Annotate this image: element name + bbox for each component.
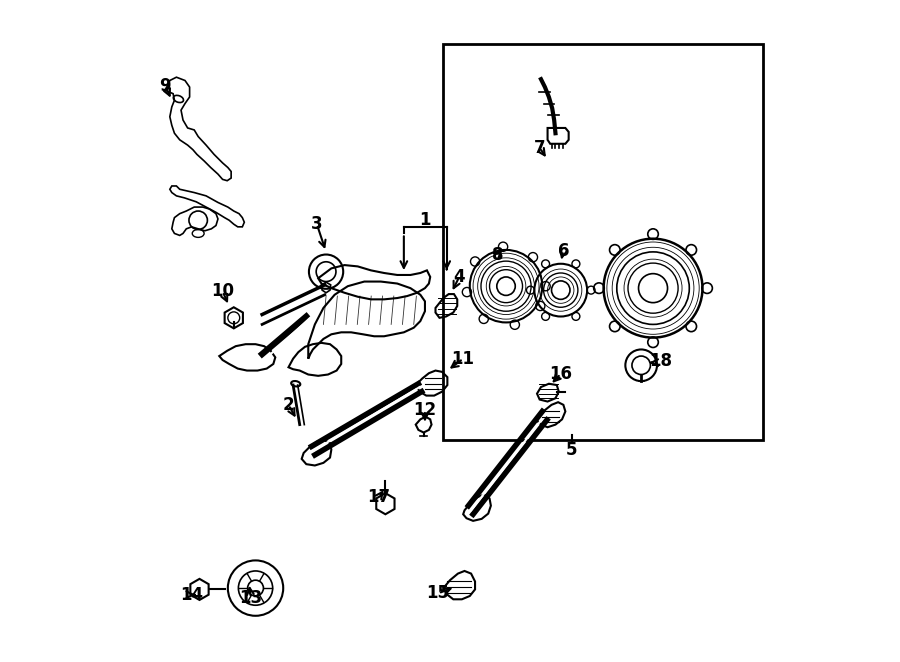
Text: 2: 2 xyxy=(283,396,294,414)
Text: 9: 9 xyxy=(159,77,171,95)
Text: 17: 17 xyxy=(367,488,391,506)
Text: 3: 3 xyxy=(311,215,322,233)
Text: 10: 10 xyxy=(212,283,234,301)
Text: 6: 6 xyxy=(558,242,569,260)
Bar xyxy=(444,44,763,440)
Text: 7: 7 xyxy=(534,139,545,157)
Text: 15: 15 xyxy=(427,585,450,602)
Text: 16: 16 xyxy=(549,365,572,383)
Text: 1: 1 xyxy=(419,211,431,229)
Text: 5: 5 xyxy=(566,441,578,459)
Text: 18: 18 xyxy=(650,352,672,369)
Text: 12: 12 xyxy=(413,401,436,419)
Text: 11: 11 xyxy=(452,350,474,367)
Text: 4: 4 xyxy=(454,268,465,286)
Text: 8: 8 xyxy=(491,246,503,263)
Text: 13: 13 xyxy=(239,589,263,607)
Text: 14: 14 xyxy=(180,586,203,604)
